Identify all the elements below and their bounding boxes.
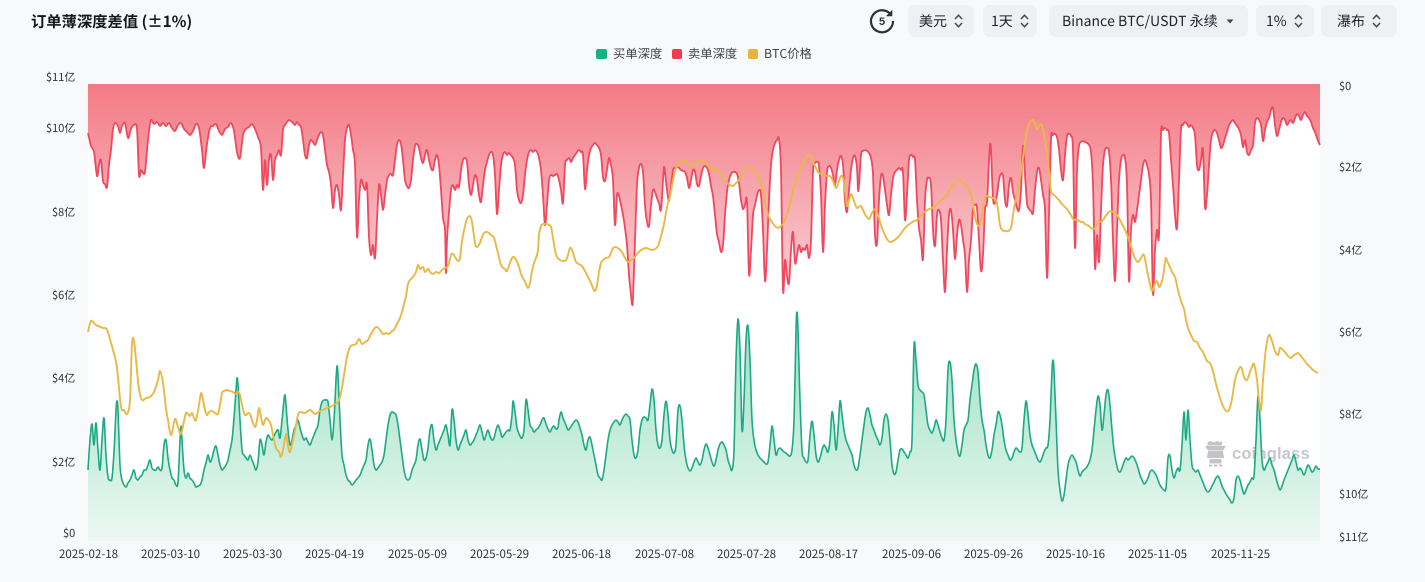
svg-text:5: 5: [879, 16, 885, 28]
